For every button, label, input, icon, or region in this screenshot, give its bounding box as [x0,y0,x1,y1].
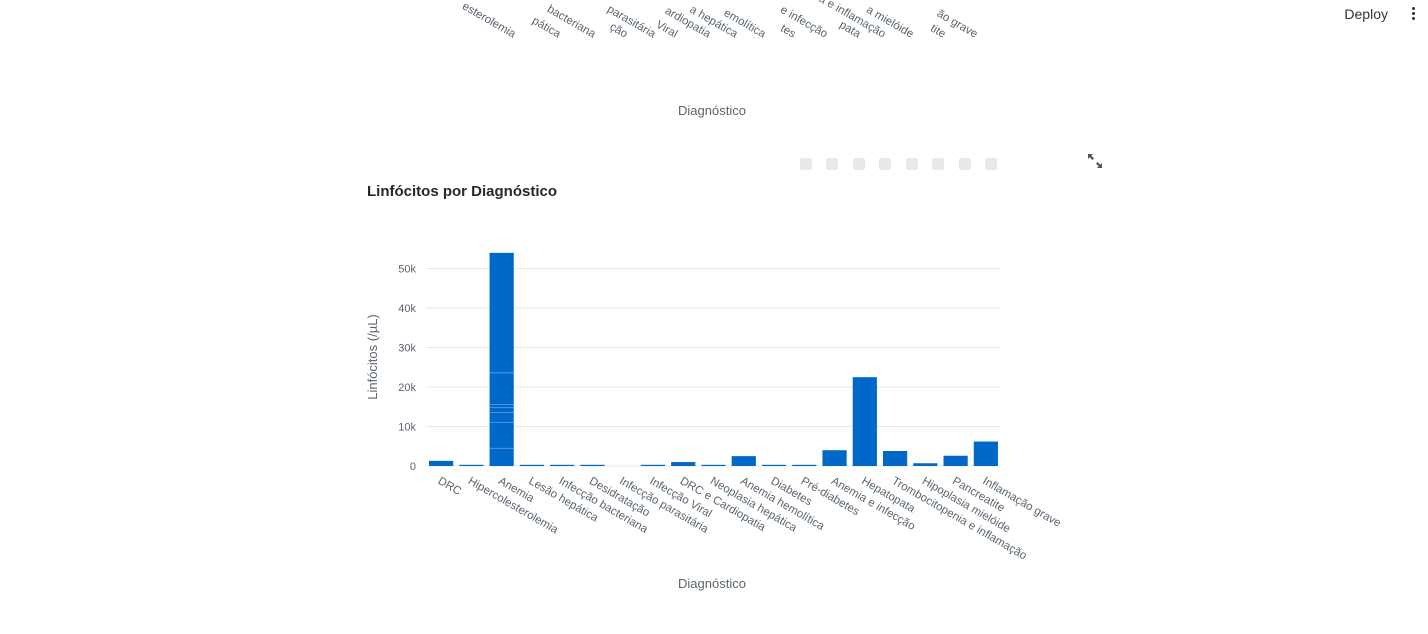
zoom-out-icon[interactable] [905,158,918,170]
chart-modebar[interactable] [800,157,1060,175]
bar[interactable] [580,464,605,466]
bar[interactable] [671,462,696,466]
camera-icon[interactable] [800,158,812,170]
bar[interactable] [731,456,756,466]
previous-chart-x-tick-label: tite [928,23,947,41]
bar[interactable] [459,464,484,466]
bar[interactable] [943,455,968,466]
bar[interactable] [852,377,877,466]
chart-bar-segments [489,372,514,449]
app-header: Deploy [0,0,1428,30]
bar[interactable] [701,464,726,466]
zoom-icon[interactable] [826,158,839,170]
bar[interactable] [640,464,666,466]
reset-axes-icon[interactable] [958,158,971,170]
bar[interactable] [913,463,938,466]
lymphocytes-chart: Linfócitos por Diagnóstico 0 10k 20k 30k 40k… [367,183,1063,591]
bar[interactable] [973,441,998,466]
chart-y-ticks: 0 10k 20k 30k 40k 50k [398,264,416,473]
zoom-in-icon[interactable] [879,158,892,170]
y-tick-label: 40k [398,303,416,315]
x-tick-label: DRC [436,475,464,498]
y-axis-title: Linfócitos (/µL) [367,314,380,400]
vertical-ellipsis-icon[interactable] [1404,4,1422,24]
bar[interactable] [550,464,575,466]
y-tick-label: 10k [398,422,416,434]
y-tick-label: 0 [410,461,416,473]
bar[interactable] [489,252,514,466]
bar[interactable] [519,464,545,466]
chart-bars[interactable] [429,252,998,466]
chart-title: Linfócitos por Diagnóstico [367,183,557,200]
bar[interactable] [761,464,787,466]
expand-icon[interactable] [1086,152,1104,170]
bar[interactable] [429,460,454,466]
y-tick-label: 50k [398,264,416,276]
bar[interactable] [792,464,817,466]
x-axis-title: Diagnóstico [678,576,746,591]
plotly-logo-icon[interactable] [985,158,998,170]
autoscale-icon[interactable] [932,158,945,170]
previous-chart-x-tick-label: esterolemia [460,0,518,40]
previous-chart-x-tick-label: tes [778,23,798,41]
y-tick-label: 20k [398,382,416,394]
bar[interactable] [882,451,908,466]
previous-chart-x-axis-title: Diagnóstico [678,103,746,118]
pan-icon[interactable] [852,158,865,170]
bar[interactable] [822,450,847,466]
deploy-button[interactable]: Deploy [1336,4,1396,24]
y-tick-label: 30k [398,343,416,355]
